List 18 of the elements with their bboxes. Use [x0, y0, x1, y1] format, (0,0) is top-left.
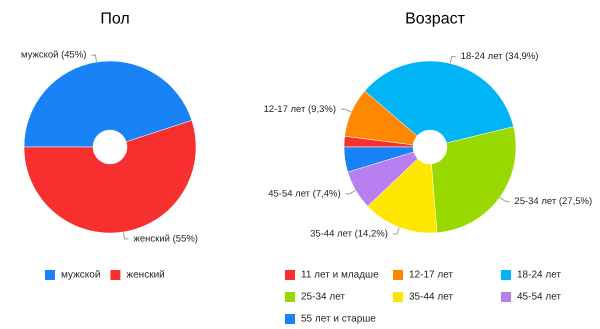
legend-label: 55 лет и старше — [301, 314, 376, 324]
legend-label: 18-24 лет — [517, 270, 562, 280]
legend-label: 35-44 лет — [409, 292, 454, 302]
legend-label: 11 лет и младше — [301, 270, 380, 280]
chart-title: Пол — [100, 10, 130, 28]
chart-title: Возраст — [405, 10, 466, 28]
category-label: мужской (45%) — [21, 50, 86, 61]
category-label: 12-17 лет (9,3%) — [264, 104, 336, 115]
legend-label: 12-17 лет — [409, 270, 454, 280]
category-label: 18-24 лет (34,9%) — [460, 51, 538, 62]
category-label: женский (55%) — [134, 233, 198, 244]
legend-label: 45-54 лет — [517, 292, 562, 302]
legend-label: женский — [126, 270, 165, 280]
category-label: 35-44 лет (14,2%) — [310, 228, 388, 240]
category-label: 25-34 лет (27,5%) — [514, 196, 592, 207]
legend-label: 25-34 лет — [301, 292, 346, 302]
category-label: 45-54 лет (7,4%) — [268, 188, 341, 200]
legend-label: мужской — [61, 270, 100, 280]
